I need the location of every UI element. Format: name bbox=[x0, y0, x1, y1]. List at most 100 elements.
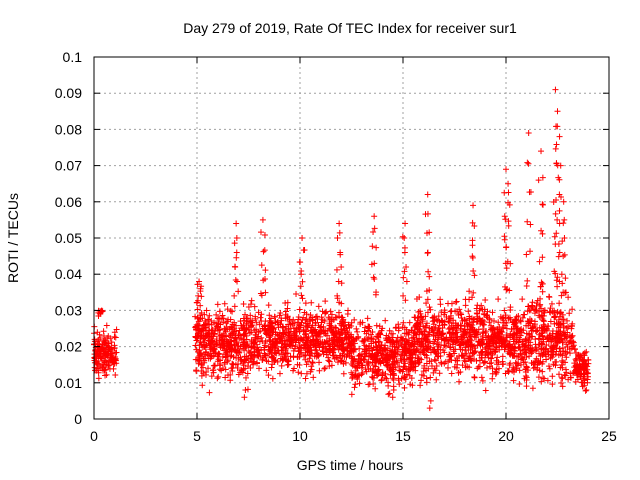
data-point bbox=[473, 328, 480, 335]
data-point bbox=[195, 360, 202, 367]
data-point bbox=[458, 315, 465, 322]
data-point bbox=[274, 318, 281, 325]
data-point bbox=[454, 357, 461, 364]
data-point bbox=[390, 352, 397, 359]
data-point bbox=[227, 332, 234, 339]
data-point bbox=[441, 360, 448, 367]
data-point bbox=[513, 338, 520, 345]
data-point bbox=[382, 347, 389, 354]
data-point bbox=[255, 347, 262, 354]
data-point bbox=[227, 338, 234, 345]
data-point bbox=[495, 296, 502, 303]
data-point bbox=[250, 361, 257, 368]
data-point bbox=[101, 366, 108, 373]
data-point bbox=[216, 316, 223, 323]
data-point bbox=[351, 372, 358, 379]
data-point bbox=[444, 364, 451, 371]
data-point bbox=[192, 324, 199, 331]
data-point bbox=[370, 368, 377, 375]
data-point bbox=[462, 347, 469, 354]
data-point bbox=[403, 352, 410, 359]
data-point bbox=[338, 300, 345, 307]
y-tick-label: 0 bbox=[74, 411, 82, 427]
data-point bbox=[448, 300, 455, 307]
data-point bbox=[203, 368, 210, 375]
data-point bbox=[356, 353, 363, 360]
data-point bbox=[322, 365, 329, 372]
data-point bbox=[362, 366, 369, 373]
data-point bbox=[233, 327, 240, 334]
data-point bbox=[215, 373, 222, 380]
data-point bbox=[518, 325, 525, 332]
y-tick-label: 0.02 bbox=[55, 339, 82, 355]
data-point bbox=[298, 319, 305, 326]
data-point bbox=[216, 342, 223, 349]
data-point bbox=[391, 359, 398, 366]
data-point bbox=[265, 372, 272, 379]
data-point bbox=[280, 344, 287, 351]
data-point bbox=[199, 364, 206, 371]
data-point bbox=[240, 326, 247, 333]
data-point bbox=[219, 312, 226, 319]
data-point bbox=[399, 346, 406, 353]
data-point bbox=[309, 333, 316, 340]
data-point bbox=[462, 302, 469, 309]
data-point bbox=[426, 325, 433, 332]
data-point bbox=[427, 374, 434, 381]
data-point bbox=[345, 339, 352, 346]
data-point bbox=[104, 344, 111, 351]
y-tick-label: 0.07 bbox=[55, 158, 82, 174]
data-point bbox=[353, 335, 360, 342]
data-point bbox=[373, 343, 380, 350]
data-point bbox=[441, 322, 448, 329]
data-point bbox=[341, 335, 348, 342]
data-point bbox=[312, 332, 319, 339]
data-point bbox=[213, 311, 220, 318]
data-point bbox=[430, 329, 437, 336]
data-point bbox=[199, 382, 206, 389]
data-point bbox=[229, 346, 236, 353]
data-point bbox=[431, 356, 438, 363]
data-point bbox=[275, 347, 282, 354]
data-point bbox=[400, 319, 407, 326]
data-point bbox=[271, 358, 278, 365]
data-point bbox=[321, 365, 328, 372]
data-point bbox=[256, 365, 263, 372]
data-point bbox=[309, 322, 316, 329]
data-point bbox=[399, 324, 406, 331]
data-point bbox=[281, 337, 288, 344]
data-point bbox=[433, 316, 440, 323]
data-point bbox=[406, 319, 413, 326]
data-point bbox=[262, 354, 269, 361]
data-point bbox=[248, 323, 255, 330]
data-point bbox=[95, 375, 102, 382]
data-point bbox=[95, 340, 102, 347]
data-point bbox=[372, 385, 379, 392]
data-point bbox=[423, 345, 430, 352]
data-point bbox=[464, 338, 471, 345]
data-point bbox=[424, 309, 431, 316]
data-point bbox=[348, 391, 355, 398]
data-point bbox=[102, 349, 109, 356]
data-point bbox=[377, 357, 384, 364]
data-point bbox=[378, 327, 385, 334]
data-point bbox=[205, 316, 212, 323]
data-point bbox=[290, 325, 297, 332]
data-point bbox=[472, 348, 479, 355]
data-point bbox=[423, 324, 430, 331]
data-point bbox=[310, 336, 317, 343]
data-point bbox=[466, 313, 473, 320]
data-point bbox=[386, 327, 393, 334]
data-point bbox=[446, 351, 453, 358]
data-point bbox=[521, 311, 528, 318]
data-point bbox=[334, 359, 341, 366]
data-point bbox=[398, 352, 405, 359]
data-point bbox=[452, 330, 459, 337]
data-point bbox=[298, 370, 305, 377]
data-point bbox=[370, 380, 377, 387]
data-point bbox=[424, 296, 431, 303]
data-point bbox=[257, 314, 264, 321]
data-point bbox=[492, 339, 499, 346]
data-point bbox=[420, 323, 427, 330]
data-point bbox=[340, 322, 347, 329]
